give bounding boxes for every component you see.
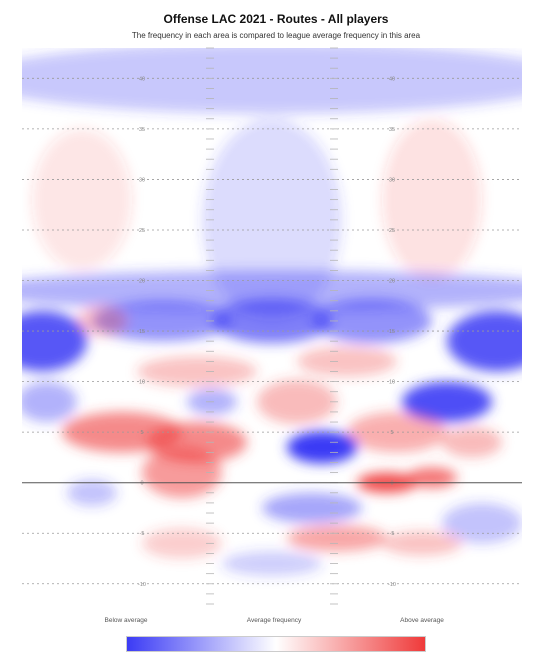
y-tick-label: -5 <box>140 531 145 537</box>
heat-blob <box>137 356 257 387</box>
heat-blob <box>142 528 222 559</box>
heat-blob <box>202 118 342 321</box>
heat-blob <box>22 381 77 423</box>
legend-label-below: Below average <box>104 617 148 624</box>
heat-blob <box>262 492 362 524</box>
hash-marks <box>206 47 338 605</box>
y-tick-label: -10 <box>388 582 396 588</box>
legend-colorbar <box>126 636 426 652</box>
y-tick-label: 35 <box>139 127 145 133</box>
y-tick-label: 5 <box>140 430 143 436</box>
heat-blob <box>407 467 457 488</box>
heat-blob <box>402 381 492 423</box>
chart-subtitle: The frequency in each area is compared t… <box>131 31 421 40</box>
heat-blob <box>67 479 117 506</box>
heat-blob <box>447 310 522 372</box>
legend-label-average: Average frequency <box>246 617 302 624</box>
y-tick-label: 25 <box>389 228 395 234</box>
heat-blob <box>22 310 87 372</box>
heat-blob <box>257 379 337 425</box>
heat-blob <box>287 525 387 552</box>
heat-blob <box>142 447 222 498</box>
tick-labels: 40 40 35 35 30 30 25 25 20 20 15 15 10 10 5 5 0 0 -5 -5 -10 -… <box>138 76 396 587</box>
y-tick-label: 20 <box>389 279 395 285</box>
heat-blob <box>442 427 502 458</box>
y-tick-label: 40 <box>139 76 145 82</box>
grid <box>22 77 522 585</box>
y-tick-label: 0 <box>140 481 143 487</box>
heat-blob <box>382 118 482 281</box>
heat-blob <box>22 48 522 114</box>
y-tick-label: 5 <box>390 430 393 436</box>
heat-blob <box>222 551 322 576</box>
y-tick-label: 30 <box>139 177 145 183</box>
heat-blob <box>287 431 357 464</box>
y-tick-label: 40 <box>389 76 395 82</box>
heat-blob <box>382 531 462 556</box>
heat-blob <box>312 298 432 344</box>
y-tick-label: 25 <box>139 228 145 234</box>
heat-blob <box>297 346 397 377</box>
y-tick-label: 20 <box>139 279 145 285</box>
legend-label-above: Above average <box>400 617 444 624</box>
heat-blob <box>32 128 132 271</box>
chart-title: Offense LAC 2021 - Routes - All players <box>163 12 389 26</box>
y-tick-label: 10 <box>389 380 395 386</box>
y-tick-label: 10 <box>139 380 145 386</box>
y-tick-label: 15 <box>139 329 145 335</box>
y-tick-label: 15 <box>389 329 395 335</box>
y-tick-label: 30 <box>389 177 395 183</box>
y-tick-label: 0 <box>390 481 393 487</box>
y-tick-label: 35 <box>389 127 395 133</box>
heat-blob <box>77 305 127 337</box>
y-tick-label: -10 <box>138 582 146 588</box>
heat-blob <box>212 298 332 344</box>
y-tick-label: -5 <box>390 531 395 537</box>
